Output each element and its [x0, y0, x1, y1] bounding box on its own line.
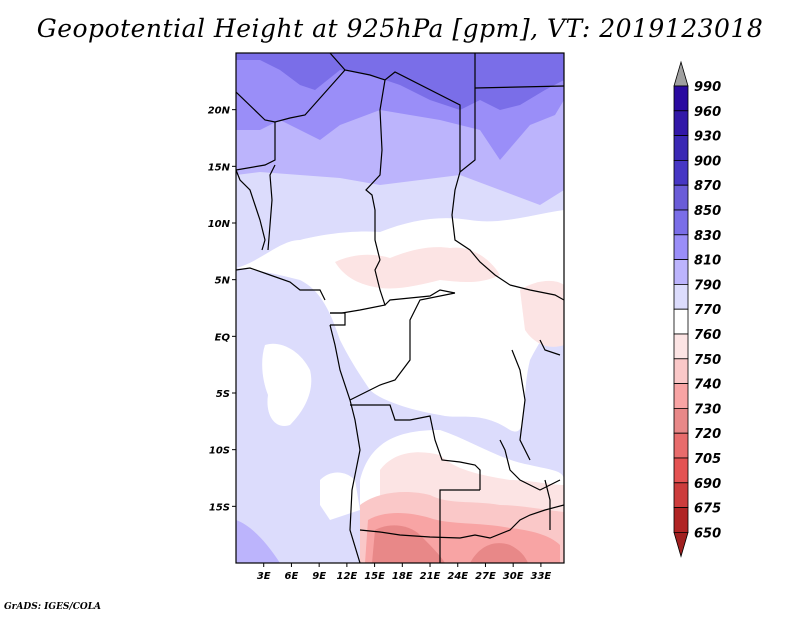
- colorbar-box: [673, 308, 689, 335]
- lon-tick-label: 33E: [531, 571, 552, 582]
- colorbar-label: 790: [694, 278, 721, 293]
- colorbar-box: [673, 209, 689, 236]
- colorbar-label: 705: [694, 452, 721, 467]
- colorbar-box: [673, 432, 689, 459]
- lat-tick-label: 15S: [209, 502, 230, 513]
- colorbar-label: 740: [694, 378, 721, 393]
- lon-tick-label: 6E: [285, 571, 299, 582]
- country-borders: [236, 53, 564, 563]
- lat-tick-label: 10S: [209, 446, 230, 457]
- colorbar-box: [673, 159, 689, 186]
- contour-fill: [236, 53, 564, 563]
- colorbar-label: 930: [694, 130, 721, 145]
- colorbar-label: 770: [694, 303, 721, 318]
- colorbar-box: [673, 283, 689, 310]
- lat-tick-label: 15N: [208, 162, 231, 173]
- map-title: Geopotential Height at 925hPa [gpm], VT:…: [36, 14, 764, 43]
- colorbar-label: 960: [694, 105, 721, 120]
- longitude-axis: 3E 6E 9E 12E 15E 18E 21E 24E 27E 30E 33E: [257, 563, 552, 582]
- lon-tick-label: 9E: [312, 571, 326, 582]
- colorbar-label: 810: [694, 254, 721, 269]
- colorbar-box: [673, 457, 689, 484]
- map-frame: [235, 52, 565, 564]
- lon-tick-label: 30E: [503, 571, 524, 582]
- field-790-810: [236, 520, 280, 563]
- colorbar-box: [673, 383, 689, 409]
- lon-tick-label: 15E: [364, 571, 385, 582]
- field-750-760: [520, 280, 564, 347]
- colorbar: 990 960 930 900 870 850 830 810 790 770 760 750 740 7…: [673, 60, 721, 558]
- lon-tick-label: 12E: [336, 571, 357, 582]
- colorbar-label: 870: [694, 179, 721, 194]
- colorbar-label: 760: [694, 328, 721, 343]
- colorbar-box: [673, 482, 689, 508]
- colorbar-label: 690: [694, 477, 721, 492]
- colorbar-box: [673, 259, 689, 285]
- lat-tick-label: 5S: [216, 389, 230, 400]
- lat-tick-label: EQ: [215, 332, 231, 343]
- latitude-axis: 20N 15N 10N 5N EQ 5S 10S 15S: [208, 106, 236, 513]
- colorbar-label: 900: [694, 154, 721, 169]
- grads-credit: GrADS: IGES/COLA: [4, 602, 102, 612]
- colorbar-label: 650: [694, 526, 721, 541]
- colorbar-label: 990: [694, 80, 721, 95]
- colorbar-box: [673, 507, 689, 533]
- colorbar-top-arrow: [673, 60, 689, 87]
- colorbar-box: [673, 135, 689, 161]
- colorbar-box: [673, 85, 689, 112]
- colorbar-box: [673, 407, 689, 434]
- colorbar-box: [673, 358, 689, 384]
- colorbar-label: 750: [694, 353, 721, 368]
- lon-tick-label: 3E: [257, 571, 271, 582]
- lon-tick-label: 21E: [420, 571, 441, 582]
- colorbar-box: [673, 184, 689, 211]
- lon-tick-label: 18E: [392, 571, 413, 582]
- lat-tick-label: 20N: [208, 106, 231, 117]
- colorbar-box: [673, 333, 689, 360]
- field-760-770: [262, 343, 312, 426]
- field-830-850: [236, 53, 564, 110]
- field-760-770: [320, 472, 360, 520]
- colorbar-label: 830: [694, 229, 721, 244]
- lat-tick-label: 5N: [215, 276, 231, 287]
- field-750-760: [335, 247, 500, 289]
- lat-tick-label: 10N: [208, 219, 231, 230]
- colorbar-box: [673, 110, 689, 137]
- field-720-730: [372, 525, 445, 563]
- colorbar-label: 850: [694, 204, 721, 219]
- lon-tick-label: 24E: [447, 571, 468, 582]
- colorbar-label: 720: [694, 427, 721, 442]
- field-720-730: [470, 543, 528, 563]
- colorbar-box: [673, 234, 689, 261]
- lon-tick-label: 27E: [475, 571, 496, 582]
- colorbar-bottom-arrow: [673, 532, 689, 558]
- colorbar-label: 675: [694, 502, 721, 517]
- colorbar-label: 730: [694, 402, 721, 417]
